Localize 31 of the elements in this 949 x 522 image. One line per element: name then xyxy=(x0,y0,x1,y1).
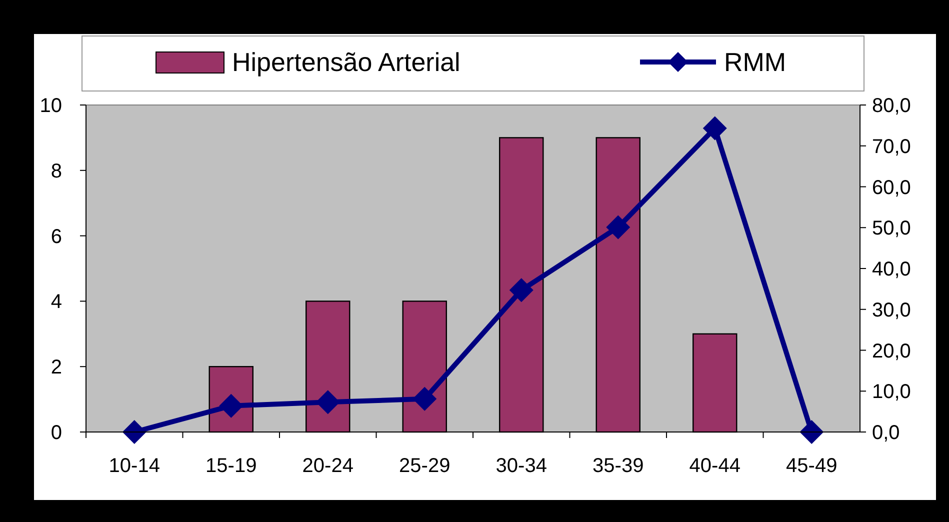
legend-label: RMM xyxy=(724,47,786,78)
y2-tick-label: 80,0 xyxy=(872,95,911,117)
x-tick-label: 15-19 xyxy=(206,455,257,477)
y-tick-label: 0 xyxy=(50,422,62,444)
x-tick-label: 10-14 xyxy=(108,455,160,477)
y2-tick-label: 70,0 xyxy=(872,136,911,158)
x-tick-label: 35-39 xyxy=(592,455,644,477)
y-tick-label: 4 xyxy=(50,291,62,314)
y2-tick-label: 20,0 xyxy=(872,340,911,362)
y-tick-label: 2 xyxy=(50,356,62,379)
y2-tick-label: 50,0 xyxy=(872,218,911,240)
point xyxy=(702,116,727,140)
point xyxy=(509,278,534,302)
point xyxy=(412,386,437,411)
point xyxy=(122,420,146,444)
y2-tick-label: 30,0 xyxy=(872,299,911,322)
y-tick-label: 6 xyxy=(50,226,62,248)
point xyxy=(800,420,824,444)
point xyxy=(606,215,630,240)
x-tick-label: 40-44 xyxy=(689,455,740,477)
y2-tick-label: 60,0 xyxy=(872,176,911,199)
x-tick-label: 30-34 xyxy=(496,455,547,477)
y2-tick-label: 10,0 xyxy=(872,381,911,404)
y2-tick-label: 40,0 xyxy=(872,258,911,280)
x-tick-label: 45-49 xyxy=(786,455,838,477)
y2-tick-label: 0,0 xyxy=(872,422,900,444)
x-tick-label: 25-29 xyxy=(399,455,450,477)
y-tick-label: 8 xyxy=(50,160,62,182)
y-tick-label: 10 xyxy=(40,95,62,117)
x-tick-label: 20-24 xyxy=(302,455,354,477)
legend-label: Hipertensão Arterial xyxy=(232,47,460,78)
